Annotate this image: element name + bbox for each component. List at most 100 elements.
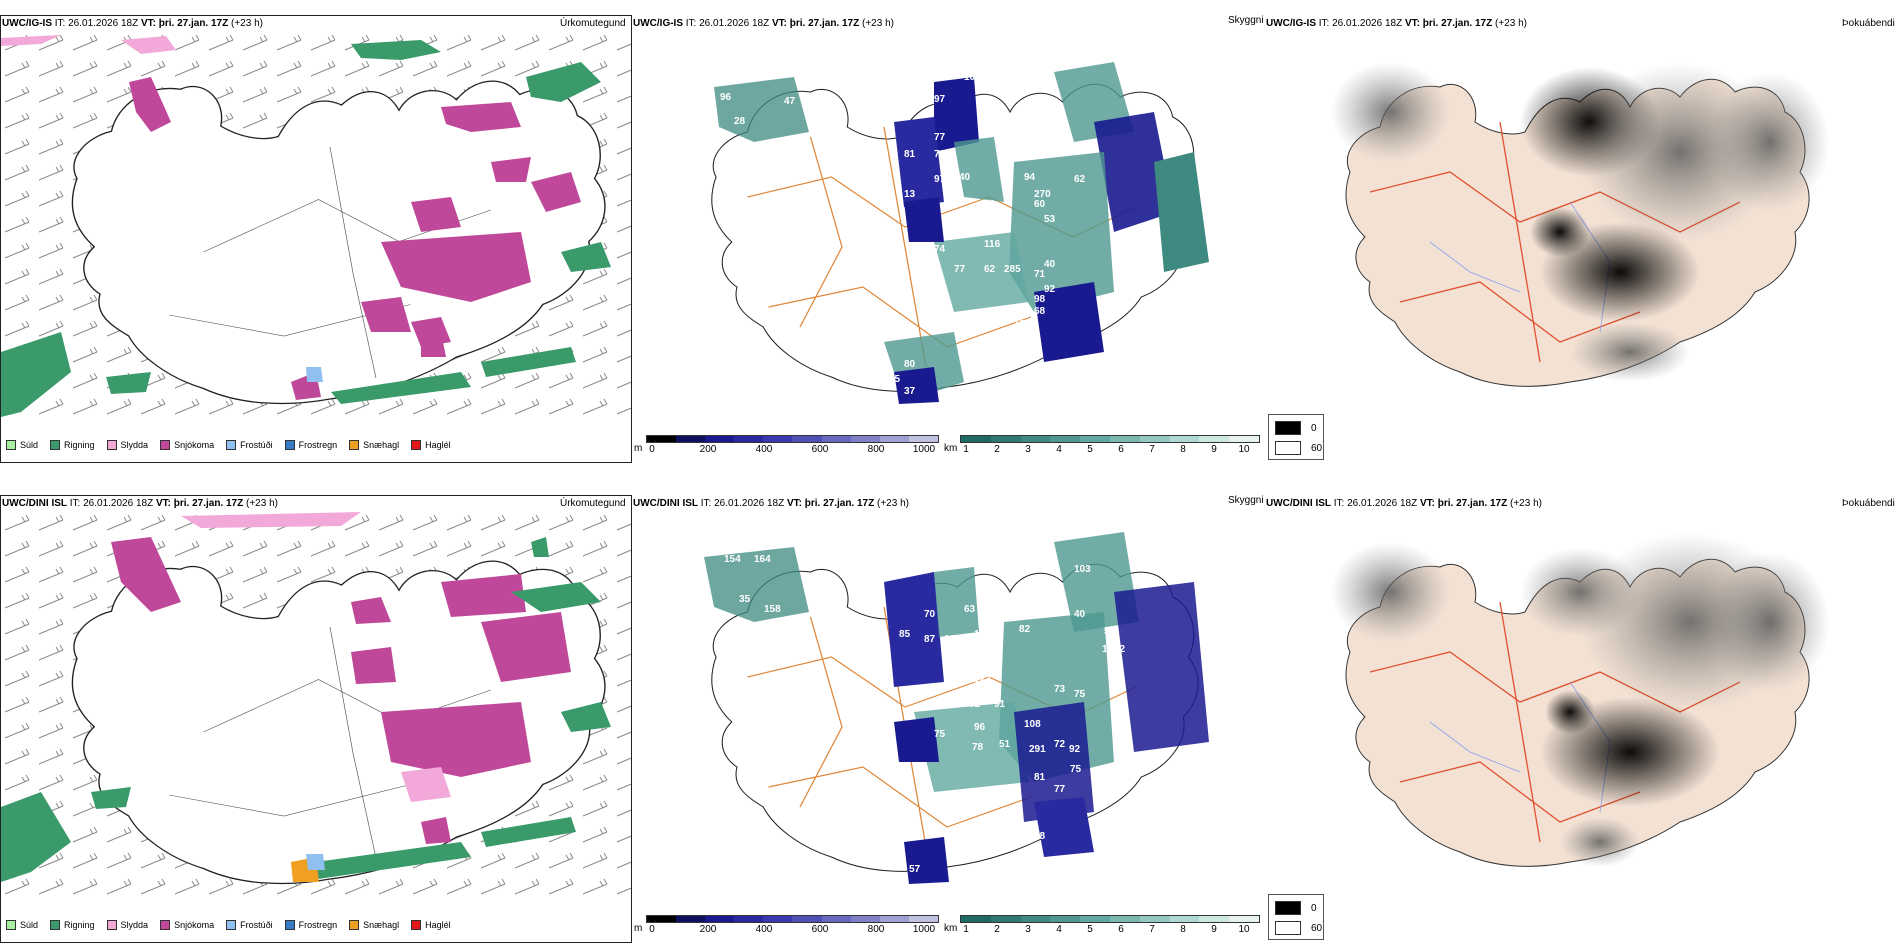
cloud-value-labels: 154 164 35 158 85 70 63 87 109 104 11 103 34 53 87 82 40… [724,554,1126,895]
cloud-value-label: 131 [1014,319,1031,330]
colorbar-segment [879,436,909,442]
cloud-value-label: 169 [1102,644,1119,655]
cloud-value-label: 75 [1074,689,1086,700]
legend-swatch [284,920,295,930]
it-label: IT: [54,18,66,29]
tick-label: 10 [1238,444,1250,455]
tick-label: 600 [811,444,829,455]
colorbar-segment [1199,916,1230,922]
cloud-panel-title: Skyggni [1228,15,1264,26]
tick-label: 3 [1025,444,1031,455]
vt-label: VT: [140,18,156,29]
cloud-base-bar [646,915,939,923]
it-value: 26.01.2026 18Z [83,498,154,509]
cloud-value-label: 55 [1104,626,1116,637]
vt-value: þri. 27.jan. 17Z [789,18,860,29]
precip-map[interactable] [1,512,631,904]
cloud-value-label: 11 [944,654,955,665]
colorbar-segment [1169,916,1200,922]
cloud-value-label: 85 [899,629,911,640]
cloud-value-label: 78 [972,742,984,753]
legend-label: Haglél [425,440,451,450]
cloud-value-label: 51 [999,739,1011,750]
tick-label: 10 [1238,924,1250,935]
fog-shading [1330,62,1830,382]
legend-label: Rigning [64,920,95,930]
legend-item: Haglél [411,440,451,450]
colorbar-segment [850,916,880,922]
lead-time: (+23 h) [862,18,894,29]
tick-label: 2 [994,924,1000,935]
legend-item: Snæhagl [349,440,399,450]
tick-label: 600 [811,924,829,935]
legend-label: Frostúði [240,440,273,450]
colorbar-segment [763,916,793,922]
cloud-value-label: 87 [924,634,936,645]
row1-cloud-header: UWC/IG-IS IT: 26.01.2026 18Z VT: þri. 27… [633,18,894,29]
cloud-value-label: 121 [1034,124,1051,135]
tick-label: 6 [1118,924,1124,935]
fog-legend-item: 60 [1275,921,1322,935]
cloud-value-label: 62 [984,264,996,275]
cloud-map[interactable]: 81 82 96 28 47 30 107 97 121 77 81 73 97 51 40 13 110 62 9… [634,32,1264,432]
colorbar-segment [763,436,793,442]
fog-legend-label: 0 [1311,902,1317,914]
fog-legend-item: 0 [1275,421,1317,435]
vt-label: VT: [1419,498,1435,509]
colorbar-segment [1020,916,1051,922]
cloud-value-label: 115 [979,209,996,220]
cloud-value-label: 53 [1054,589,1066,600]
cloud-value-label: 107 [964,72,981,83]
cloud-value-label: 92 [1069,744,1081,755]
model-label: UWC/DINI ISL [2,498,67,509]
vt-value: þri. 27.jan. 17Z [1422,18,1493,29]
visibility-colorbar: km 1 2 3 4 5 6 7 8 9 10 [944,435,1264,457]
legend-item: Snæhagl [349,920,399,930]
it-value: 26.01.2026 18Z [1347,498,1418,509]
legend-item: Frostúði [226,920,273,930]
fog-panel-title: Þokuábendi [1842,498,1895,509]
fog-legend-item: 0 [1275,901,1317,915]
fog-swatch [1275,441,1301,455]
cloud-map[interactable]: 154 164 35 158 85 70 63 87 109 104 11 103 34 53 87 82 40… [634,512,1264,912]
cloud-value-label: 108 [1024,719,1041,730]
fog-map[interactable] [1300,512,1860,902]
colorbar-segment [961,916,991,922]
legend-item: Slydda [106,920,148,930]
fog-legend-label: 60 [1311,442,1323,454]
colorbar-segment [821,916,851,922]
tick-label: 1 [963,444,969,455]
precip-map-frame [0,495,632,943]
cloud-value-label: 116 [984,239,1001,250]
cloud-value-label: 104 [974,629,991,640]
legend-label: Slydda [120,440,149,450]
colorbar-segment [1139,916,1170,922]
legend-item: Frostregn [284,440,337,450]
tick-label: 5 [1087,924,1093,935]
colorbar-segment [647,436,677,442]
cloud-base-unit: m [634,923,643,934]
fog-map[interactable] [1300,32,1860,422]
legend-swatch [411,440,422,450]
colorbar-segment [792,436,822,442]
it-value: 26.01.2026 18Z [68,18,139,29]
colorbar-segment [1109,436,1140,442]
fog-panel-title: Þokuábendi [1842,18,1895,29]
row2-cloud-header: UWC/DINI ISL IT: 26.01.2026 18Z VT: þri.… [633,498,909,509]
colorbar-segment [792,916,822,922]
colorbar-segment [1050,916,1081,922]
colorbar-segment [821,436,851,442]
vt-value: þri. 27.jan. 17Z [173,498,244,509]
cloud-value-label: 97 [934,174,946,185]
cloud-value-label: 97 [934,94,946,105]
lead-time: (+23 h) [877,498,909,509]
legend-item: Haglél [411,920,451,930]
cloud-value-label: 96 [974,722,986,733]
colorbar-segment [908,436,938,442]
row1-fog-header: UWC/IG-IS IT: 26.01.2026 18Z VT: þri. 27… [1266,18,1527,29]
cloud-value-label: 158 [764,604,781,615]
precip-map[interactable] [1,32,631,424]
cloud-value-label: 73 [1054,684,1066,695]
colorbar-segment [1080,436,1110,442]
cloud-value-label: 30 [734,136,746,147]
